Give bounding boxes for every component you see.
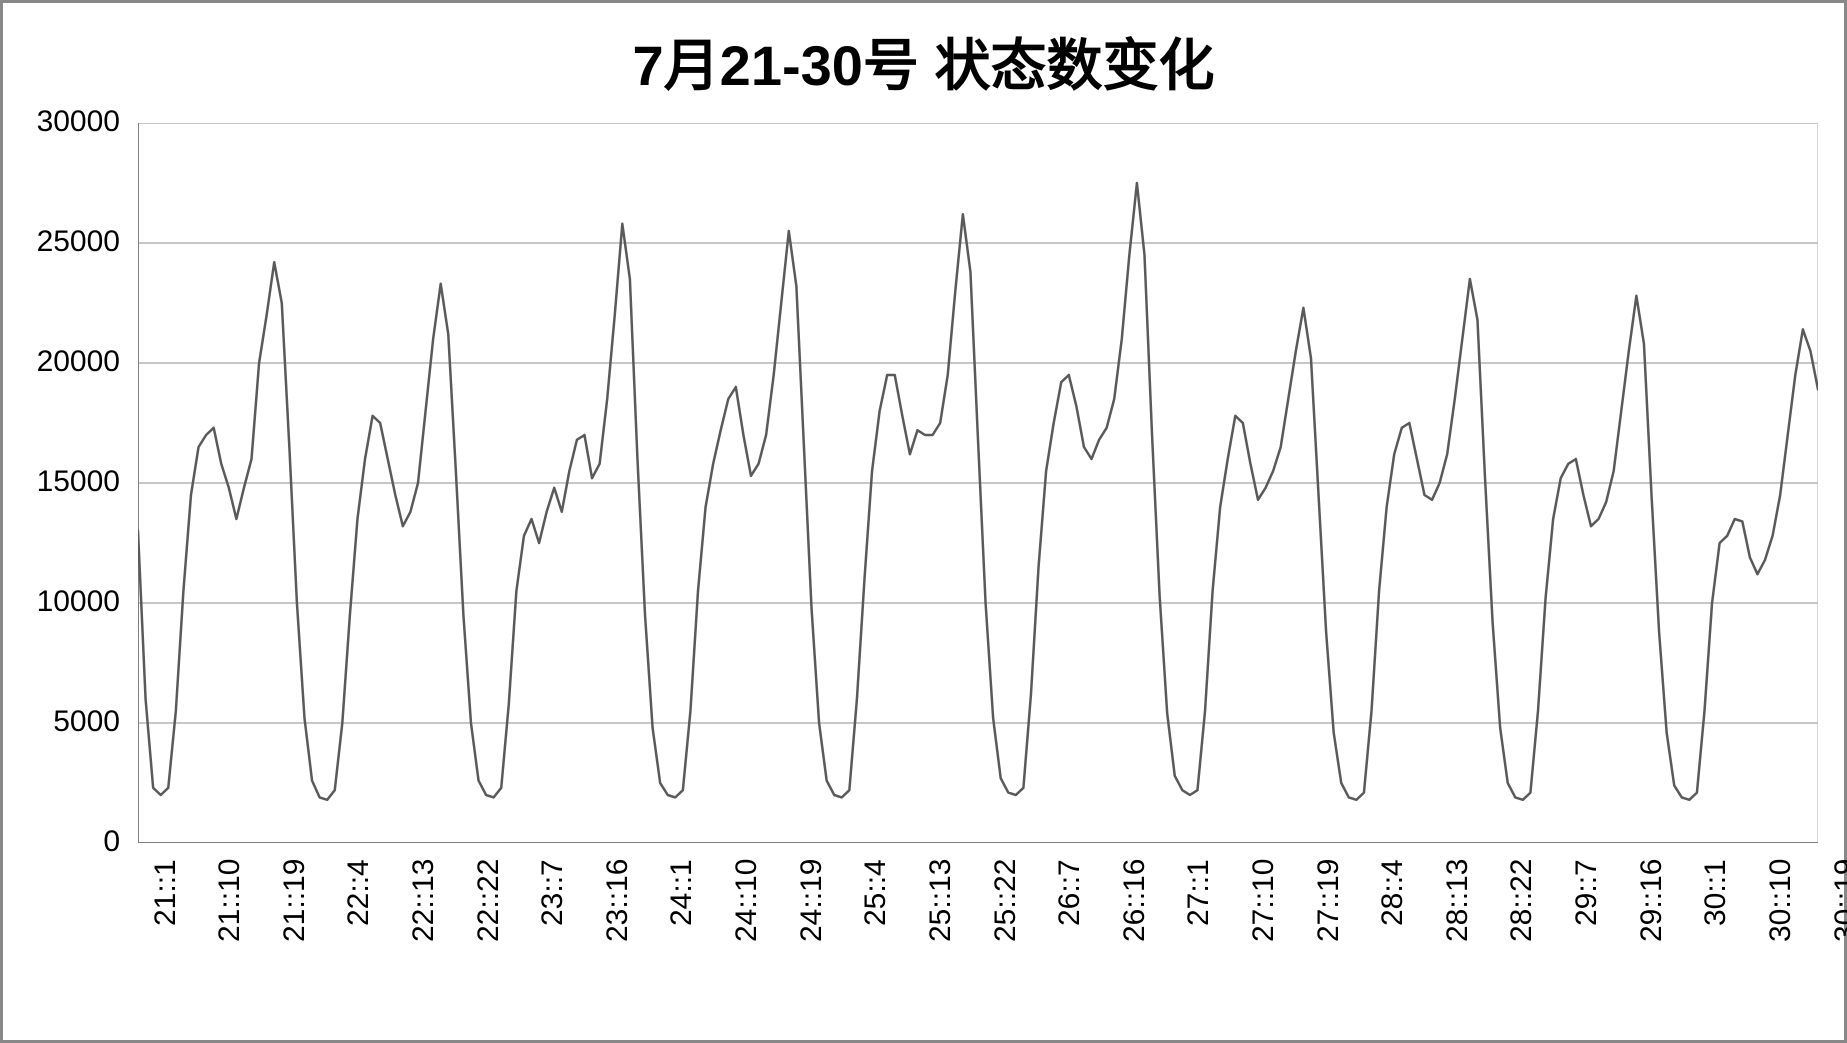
x-tick-label: 25::4: [859, 859, 893, 926]
x-tick-label: 25::13: [924, 859, 958, 942]
x-tick-label: 29::16: [1635, 859, 1669, 942]
x-tick-label: 24::10: [730, 859, 764, 942]
y-tick-label: 15000: [3, 465, 120, 499]
x-tick-label: 21::1: [149, 859, 183, 926]
x-tick-label: 23::7: [536, 859, 570, 926]
y-tick-label: 30000: [3, 105, 120, 139]
y-tick-label: 20000: [3, 345, 120, 379]
x-tick-label: 30::1: [1699, 859, 1733, 926]
x-tick-label: 25::22: [989, 859, 1023, 942]
x-tick-label: 21::10: [213, 859, 247, 942]
x-tick-label: 24::1: [665, 859, 699, 926]
y-tick-label: 5000: [3, 705, 120, 739]
x-tick-label: 28::4: [1376, 859, 1410, 926]
plot-area: [138, 123, 1818, 843]
x-tick-label: 26::7: [1053, 859, 1087, 926]
x-tick-label: 27::19: [1312, 859, 1346, 942]
x-tick-label: 22::22: [472, 859, 506, 942]
x-tick-label: 28::22: [1505, 859, 1539, 942]
x-tick-label: 21::19: [278, 859, 312, 942]
x-tick-label: 30::10: [1764, 859, 1798, 942]
y-tick-label: 25000: [3, 225, 120, 259]
chart-container: 7月21-30号 状态数变化 0 5000 10000 15000 20000 25000…: [0, 0, 1847, 1043]
x-tick-label: 24::19: [795, 859, 829, 942]
y-tick-label: 10000: [3, 585, 120, 619]
x-tick-label: 26::16: [1118, 859, 1152, 942]
plot-svg: [138, 123, 1818, 843]
y-tick-label: 0: [3, 825, 120, 859]
x-tick-label: 27::10: [1247, 859, 1281, 942]
chart-title: 7月21-30号 状态数变化: [3, 21, 1844, 102]
x-tick-label: 28::13: [1441, 859, 1475, 942]
x-tick-label: 30::19: [1829, 859, 1847, 942]
x-tick-label: 27::1: [1182, 859, 1216, 926]
x-tick-label: 23::16: [601, 859, 635, 942]
x-tick-label: 22::13: [407, 859, 441, 942]
x-tick-label: 29::7: [1570, 859, 1604, 926]
x-tick-label: 22::4: [342, 859, 376, 926]
